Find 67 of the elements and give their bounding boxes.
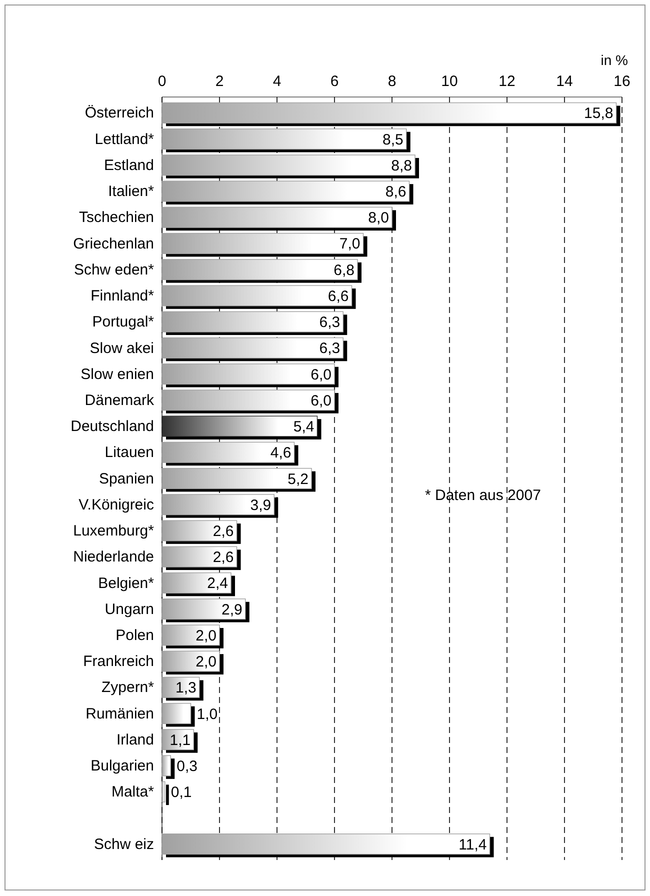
y-tick-label: Malta* [111,784,154,801]
data-label: 8,6 [385,184,406,201]
y-tick-label: Schw eiz [94,836,154,853]
x-tick-label: 10 [441,73,458,90]
data-label: 11,4 [458,836,487,854]
x-tick-label: 6 [330,73,339,90]
data-label: 2,0 [196,654,216,671]
y-tick-label: Litauen [104,444,154,462]
data-label: 0,1 [170,784,192,802]
x-tick-label: 4 [272,73,282,90]
y-tick-label: Dänemark [84,392,154,409]
x-tick-label: 2 [215,73,224,90]
y-tick-label: Ungarn [104,600,154,618]
data-label: 2,6 [212,549,234,566]
data-label: 15,8 [584,105,614,122]
data-label: 6,3 [319,340,340,358]
y-tick-label: Irland [116,731,154,748]
data-label: 2,4 [207,575,228,592]
data-label: 6,0 [310,366,332,384]
data-label: 8,0 [368,210,389,227]
y-tick-label: Luxemburg* [73,522,154,540]
y-tick-label: Griechenlan [73,235,154,252]
y-tick-label: Slow akei [90,340,154,357]
y-tick-label: Polen [116,626,154,644]
data-label: 5,2 [288,470,308,488]
y-tick-label: Tschechien [78,209,154,226]
data-label: 3,9 [250,496,272,514]
data-label: 6,8 [334,262,354,279]
data-label: 2,9 [222,601,242,618]
data-label: 6,6 [328,288,349,305]
y-tick-label: V.Königreic [78,496,154,514]
y-tick-label: Slow enien [80,366,154,383]
data-label: 1,3 [176,680,196,697]
y-tick-label: Österreich [84,104,154,122]
data-label: 8,8 [391,157,412,174]
annotation: * Daten aus 2007 [425,487,541,504]
data-label: 1,0 [196,706,218,723]
x-tick-label: 8 [388,73,396,90]
data-label: 0,3 [176,758,198,775]
y-tick-label: Bulgarien [90,758,154,775]
y-tick-label: Zypern* [101,679,154,696]
y-tick-label: Lettland* [94,130,154,148]
data-label: 7,0 [339,236,360,253]
y-tick-label: Niederlande [73,548,154,566]
y-tick-label: Estland [104,156,154,174]
data-label: 2,0 [196,627,216,644]
data-label: 6,3 [319,314,340,332]
y-tick-label: Deutschland [70,418,154,436]
y-tick-label: Rumänien [86,705,154,722]
x-tick-label: 0 [158,73,166,90]
y-tick-label: Schw eden* [74,261,154,278]
data-label: 2,6 [212,522,234,540]
data-label: 4,6 [270,444,292,462]
y-tick-label: Portugal* [92,314,154,331]
x-axis-title: in % [600,52,628,68]
y-tick-label: Spanien [98,470,154,488]
x-tick-label: 16 [614,73,630,90]
y-tick-label: Finnland* [90,288,154,305]
data-label: 5,4 [293,418,314,436]
y-tick-label: Frankreich [83,653,154,670]
y-tick-label: Belgien* [98,574,154,592]
x-tick-label: 12 [498,73,516,90]
data-label: 8,5 [382,131,404,148]
x-tick-label: 14 [556,73,573,90]
y-tick-label: Italien* [108,183,154,200]
data-label: 6,0 [310,392,332,410]
data-label: 1,1 [170,732,191,749]
